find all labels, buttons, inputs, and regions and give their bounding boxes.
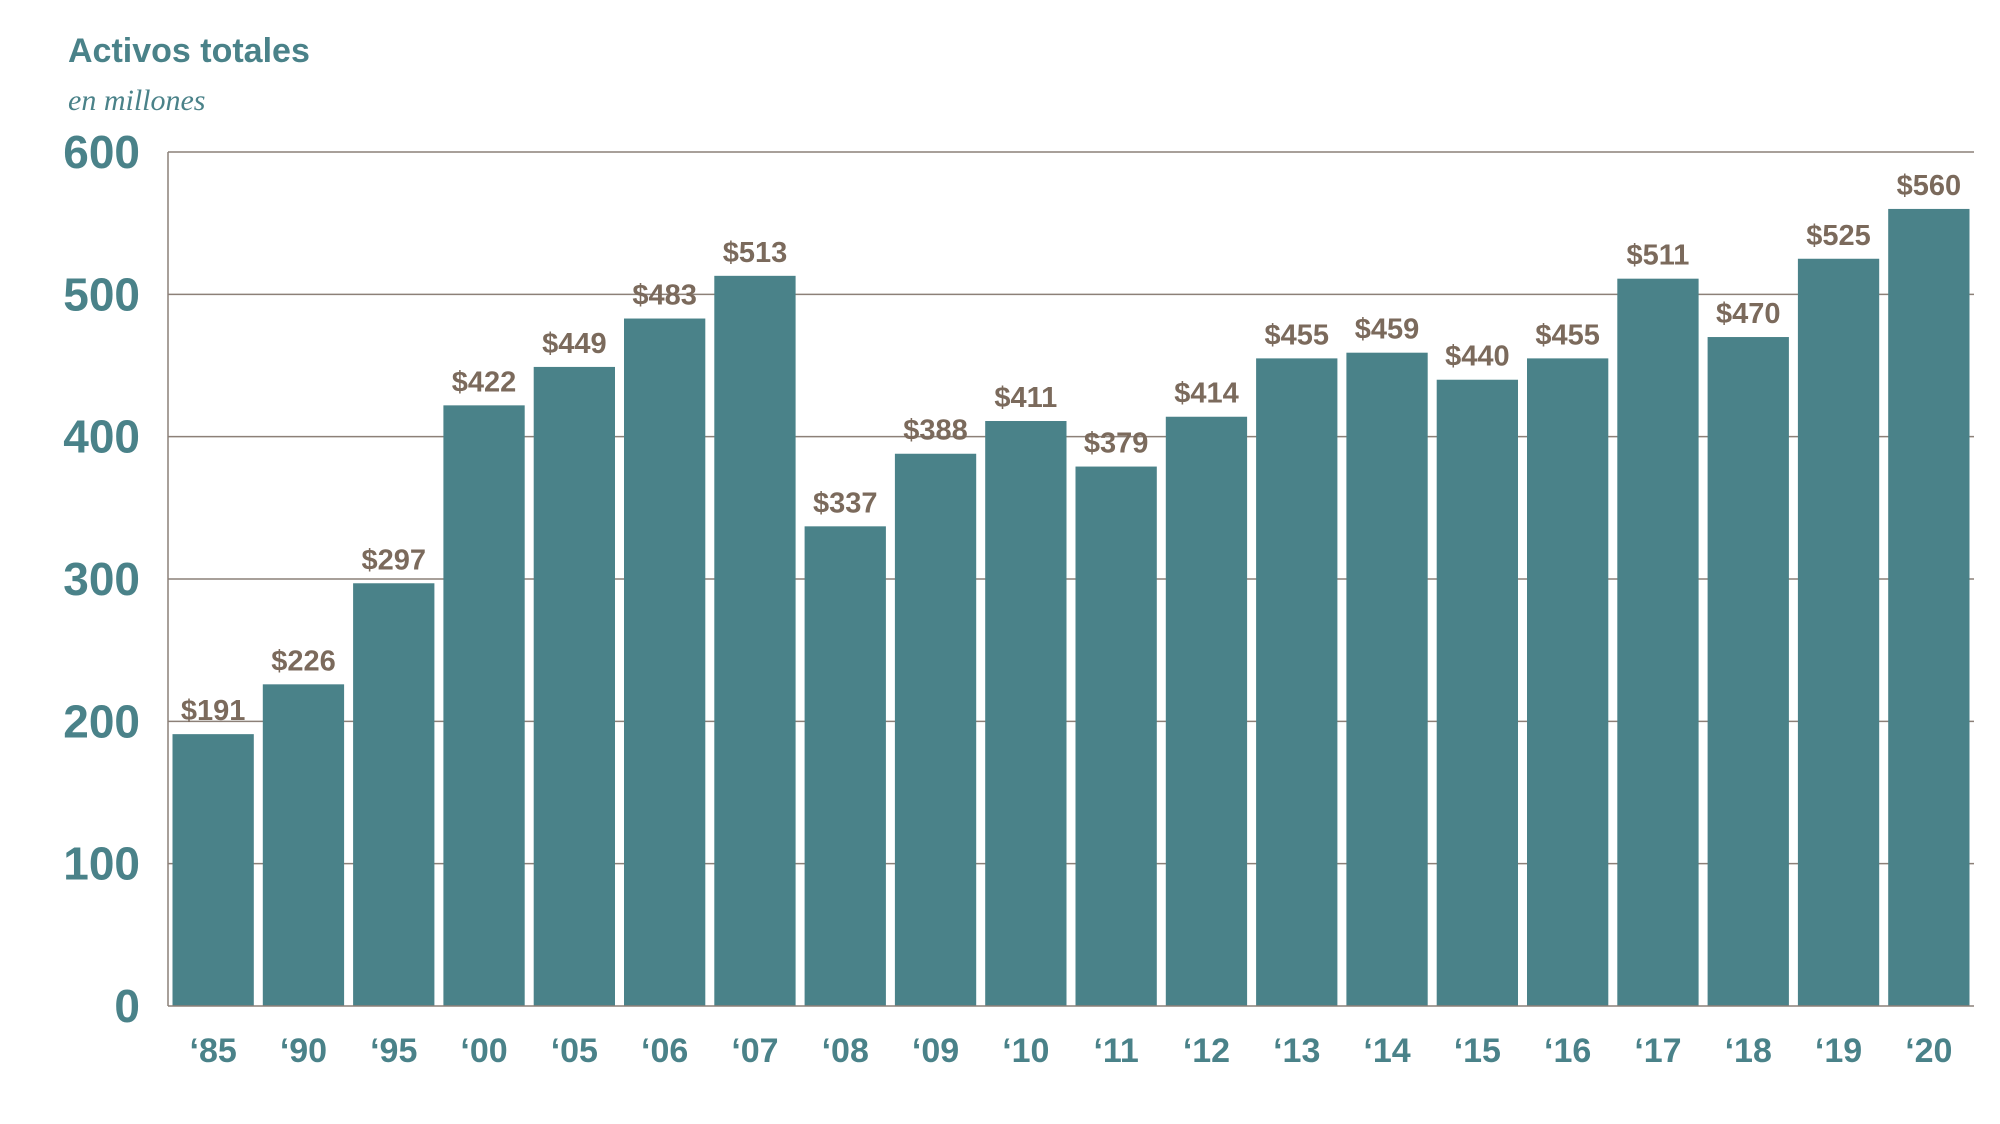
- y-tick-label: 300: [63, 553, 140, 605]
- x-tick-label: ‘19: [1815, 1032, 1862, 1070]
- data-label: $525: [1806, 220, 1871, 252]
- data-label: $226: [271, 645, 336, 677]
- bar: [1075, 466, 1157, 1007]
- data-label: $422: [452, 366, 517, 398]
- bar: [894, 453, 977, 1006]
- bar: [1797, 258, 1880, 1006]
- x-tick-label: ‘12: [1183, 1032, 1230, 1070]
- x-tick-label: ‘90: [280, 1032, 327, 1070]
- x-tick-label: ‘11: [1093, 1032, 1138, 1070]
- grid-lines: [168, 151, 1974, 865]
- bar: [1707, 337, 1789, 1006]
- y-tick-label: 200: [63, 695, 140, 747]
- x-tick-labels: ‘85 ‘90 ‘95 ‘00 ‘05 ‘06 ‘07 ‘08 ‘09 ‘10 ‘11 ‘12 ‘13 ‘…: [190, 1032, 1953, 1070]
- y-tick-label: 500: [63, 268, 140, 320]
- data-label: $511: [1626, 240, 1689, 272]
- bar: [1256, 358, 1338, 1007]
- x-tick-label: ‘15: [1454, 1032, 1501, 1070]
- bar: [172, 734, 254, 1006]
- data-label: $513: [723, 237, 788, 269]
- chart-title: Activos totales: [68, 32, 310, 70]
- x-tick-label: ‘18: [1725, 1032, 1772, 1070]
- x-tick-label: ‘10: [1002, 1032, 1049, 1070]
- y-tick-label: 400: [63, 411, 140, 463]
- bar: [262, 684, 345, 1006]
- data-label: $470: [1716, 298, 1781, 330]
- axes: [167, 152, 1974, 1007]
- data-labels: $191 $226 $297 $422 $449 $483 $513 $337 $388 $411…: [181, 170, 1961, 727]
- data-label: $459: [1355, 314, 1420, 346]
- x-tick-label: ‘16: [1544, 1032, 1591, 1070]
- bar: [1436, 379, 1518, 1006]
- x-tick-label: ‘06: [641, 1032, 688, 1070]
- x-tick-label: ‘00: [460, 1032, 507, 1070]
- bar: [1165, 416, 1248, 1006]
- data-label: $414: [1174, 378, 1239, 410]
- data-label: $297: [361, 544, 426, 576]
- data-label: $560: [1897, 170, 1962, 202]
- data-label: $411: [994, 382, 1057, 414]
- bar: [533, 366, 615, 1006]
- x-tick-label: ‘05: [551, 1032, 598, 1070]
- x-tick-label: ‘20: [1905, 1032, 1952, 1070]
- y-tick-label: 0: [114, 980, 140, 1032]
- chart-subtitle: en millones: [68, 84, 206, 117]
- bars: [172, 208, 1970, 1007]
- data-label: $455: [1535, 319, 1600, 351]
- bar: [353, 583, 435, 1006]
- data-label: $191: [181, 695, 246, 727]
- bar: [443, 405, 525, 1006]
- bar: [1346, 352, 1428, 1006]
- data-label: $449: [542, 328, 607, 360]
- data-label: $379: [1084, 428, 1149, 460]
- bar: [1527, 358, 1609, 1007]
- y-tick-label: 600: [63, 126, 140, 178]
- x-tick-label: ‘09: [912, 1032, 959, 1070]
- data-label: $388: [903, 415, 968, 447]
- bar: [804, 526, 886, 1006]
- y-tick-labels: 0 100 200 300 400 500 600: [63, 126, 140, 1032]
- bar: [624, 318, 706, 1006]
- bar: [1888, 208, 1970, 1006]
- data-label: $483: [632, 280, 697, 312]
- x-tick-label: ‘07: [731, 1032, 778, 1070]
- x-tick-label: ‘85: [190, 1032, 237, 1070]
- bar: [985, 421, 1067, 1006]
- x-tick-label: ‘14: [1363, 1032, 1410, 1070]
- x-tick-label: ‘95: [370, 1032, 417, 1070]
- x-tick-label: ‘08: [822, 1032, 869, 1070]
- x-tick-label: ‘17: [1634, 1032, 1681, 1070]
- data-label: $455: [1264, 319, 1329, 351]
- bar: [714, 275, 796, 1007]
- x-tick-label: ‘13: [1273, 1032, 1320, 1070]
- data-label: $337: [813, 487, 878, 519]
- bar: [1617, 278, 1699, 1007]
- y-tick-label: 100: [63, 838, 140, 890]
- data-label: $440: [1445, 341, 1510, 373]
